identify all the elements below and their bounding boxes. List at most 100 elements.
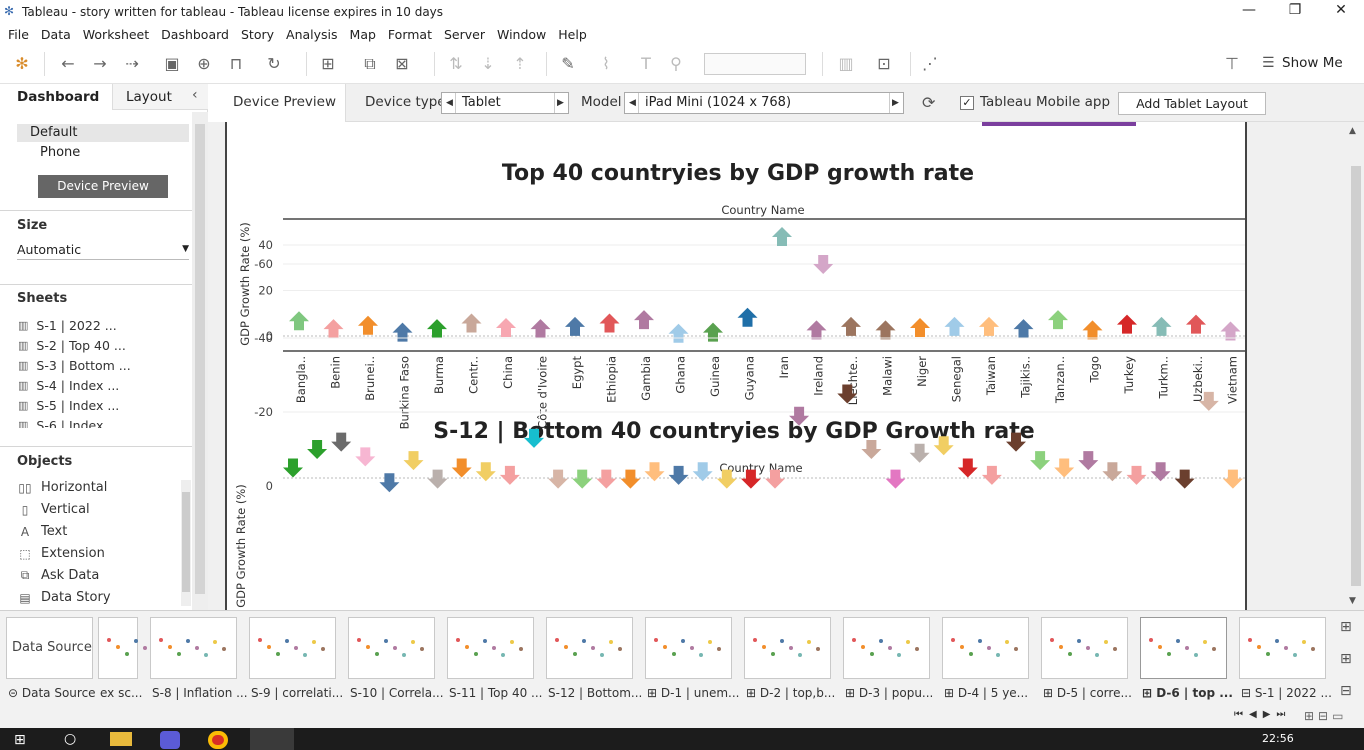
object-extension[interactable]: ⬚ Extension <box>18 546 105 561</box>
menu-server[interactable]: Server <box>443 26 485 42</box>
new-data-source-icon[interactable]: ⊕ <box>197 54 211 73</box>
save-icon[interactable]: ▣ <box>164 54 180 73</box>
sheet-tab-label[interactable]: ⊟ S-1 | 2022 ... <box>1241 686 1332 700</box>
sheet-thumbnail[interactable] <box>1041 617 1128 679</box>
presentation-mode-icon[interactable]: ⊡ <box>877 54 891 73</box>
next-arrow-icon[interactable]: ▶ <box>554 93 566 113</box>
rotate-device-icon[interactable]: ⟳ <box>922 93 936 112</box>
menu-data[interactable]: Data <box>40 26 71 42</box>
windows-start-icon[interactable]: ⊞ <box>14 732 26 748</box>
object-horizontal[interactable]: ▯▯ Horizontal <box>18 480 107 495</box>
paint-icon[interactable]: ⊤ <box>1225 54 1239 73</box>
sort-asc-icon[interactable]: ⇣ <box>481 54 495 73</box>
swap-icon[interactable]: ⇅ <box>449 54 463 73</box>
object-ask-data[interactable]: ⧉ Ask Data <box>18 568 100 583</box>
new-story-tab-icon[interactable]: ⊟ <box>1340 683 1352 699</box>
fix-axes-icon[interactable]: ⚲ <box>670 54 682 73</box>
sheet-item[interactable]: ▥ S-3 | Bottom ... <box>18 358 131 373</box>
app-icon[interactable] <box>160 731 180 749</box>
redo-icon[interactable]: → <box>93 54 107 73</box>
clear-sheet-icon[interactable]: ⊠ <box>395 54 409 73</box>
maximize-button[interactable]: ❐ <box>1288 2 1302 18</box>
sheet-thumbnail[interactable] <box>348 617 435 679</box>
sheet-item[interactable]: ▥ S-6 | Index ... <box>18 418 119 428</box>
menu-format[interactable]: Format <box>387 26 432 42</box>
sheet-item[interactable]: ▥ S-1 | 2022 ... <box>18 318 117 333</box>
canvas-scrollbar[interactable]: ▲ ▼ <box>1348 122 1364 610</box>
mobile-app-checkbox[interactable]: ✓ <box>960 96 974 110</box>
show-me-button[interactable]: Show Me <box>1282 55 1343 71</box>
prev-arrow-icon[interactable]: ◀ <box>444 93 456 113</box>
tableau-taskbar-item[interactable] <box>250 728 294 750</box>
replay-icon[interactable]: ⇢ <box>125 54 139 73</box>
sheet-tab-label[interactable]: ⊞ D-4 | 5 ye... <box>944 686 1029 700</box>
sheet-thumbnail[interactable] <box>744 617 831 679</box>
tab-dashboard[interactable]: Dashboard <box>0 84 112 110</box>
search-icon[interactable]: ○ <box>64 731 77 747</box>
layout-default[interactable]: Default <box>17 124 189 142</box>
collapse-panel-icon[interactable]: ‹ <box>192 87 198 103</box>
menu-map[interactable]: Map <box>349 26 376 42</box>
sheet-thumbnail[interactable]: Data Source <box>6 617 93 679</box>
show-cards-icon[interactable]: ▥ <box>838 54 854 73</box>
tab-layout[interactable]: Layout <box>112 84 208 110</box>
fit-dropdown[interactable] <box>704 53 806 75</box>
minimize-button[interactable]: — <box>1242 2 1256 18</box>
sheet-tab-label[interactable]: S-10 | Correla... <box>350 686 444 700</box>
tableau-start-icon[interactable]: ✻ <box>15 54 29 73</box>
menu-window[interactable]: Window <box>496 26 547 42</box>
layout-phone[interactable]: Phone <box>40 145 81 160</box>
add-tablet-layout-button[interactable]: Add Tablet Layout <box>1118 92 1266 115</box>
group-icon[interactable]: ⌇ <box>602 54 610 73</box>
file-explorer-icon[interactable] <box>110 732 132 746</box>
menu-analysis[interactable]: Analysis <box>286 26 338 42</box>
new-worksheet-icon[interactable]: ⊞ <box>321 54 335 73</box>
sheet-tab-label[interactable]: ex sc... <box>100 686 143 700</box>
close-button[interactable]: ✕ <box>1335 2 1347 18</box>
model-select[interactable]: ◀ iPad Mini (1024 x 768) ▶ <box>624 92 904 114</box>
sheet-tab-label[interactable]: S-8 | Inflation ... <box>152 686 248 700</box>
share-icon[interactable]: ⋰ <box>922 54 938 73</box>
sheet-thumbnail[interactable] <box>150 617 237 679</box>
show-me-icon[interactable]: ☰ <box>1262 55 1275 71</box>
next-arrow-icon[interactable]: ▶ <box>889 93 901 113</box>
new-worksheet-tab-icon[interactable]: ⊞ <box>1340 619 1352 635</box>
sheet-item[interactable]: ▥ S-2 | Top 40 ... <box>18 338 126 353</box>
sheet-tab-label[interactable]: ⊞ D-3 | popu... <box>845 686 934 700</box>
menu-story[interactable]: Story <box>240 26 275 42</box>
highlight-icon[interactable]: ✎ <box>561 54 575 73</box>
sheet-thumbnail[interactable] <box>249 617 336 679</box>
sort-desc-icon[interactable]: ⇡ <box>513 54 527 73</box>
new-dashboard-tab-icon[interactable]: ⊞ <box>1340 651 1352 667</box>
sheet-tab-label[interactable]: S-9 | correlati... <box>251 686 344 700</box>
panel-scrollbar[interactable] <box>192 112 208 610</box>
object-data-story[interactable]: ▤ Data Story <box>18 590 110 605</box>
object-vertical[interactable]: ▯ Vertical <box>18 502 90 517</box>
sheet-item[interactable]: ▥ S-4 | Index ... <box>18 378 119 393</box>
duplicate-icon[interactable]: ⧉ <box>364 54 376 73</box>
sheet-thumbnail[interactable] <box>942 617 1029 679</box>
sheet-tab-label[interactable]: ⊞ D-2 | top,b... <box>746 686 836 700</box>
prev-arrow-icon[interactable]: ◀ <box>627 93 639 113</box>
sheet-tab-label[interactable]: S-11 | Top 40 ... <box>449 686 543 700</box>
sheet-thumbnail[interactable] <box>1239 617 1326 679</box>
sheet-thumbnail[interactable] <box>1140 617 1227 679</box>
sheet-tab-label[interactable]: S-12 | Bottom... <box>548 686 643 700</box>
device-preview-button[interactable]: Device Preview <box>38 175 168 198</box>
size-dropdown[interactable]: Automatic ▼ <box>17 242 189 260</box>
chrome-icon[interactable] <box>208 731 228 749</box>
sheet-tab-label[interactable]: ⊞ D-1 | unem... <box>647 686 740 700</box>
sheet-item[interactable]: ▥ S-5 | Index ... <box>18 398 119 413</box>
objects-scrollbar[interactable] <box>181 480 191 606</box>
menu-file[interactable]: File <box>8 26 29 42</box>
undo-icon[interactable]: ← <box>61 54 75 73</box>
sheet-tab-label[interactable]: ⊝ Data Source <box>8 686 96 700</box>
object-text[interactable]: A Text <box>18 524 67 539</box>
sheet-thumbnail[interactable] <box>447 617 534 679</box>
view-mode-icons[interactable]: ⊞⊟▭ <box>1304 709 1348 723</box>
sheet-thumbnail[interactable] <box>546 617 633 679</box>
tab-nav-arrows-icon[interactable]: ⏮◀▶⏭ <box>1234 709 1292 720</box>
sheet-thumbnail[interactable] <box>645 617 732 679</box>
sheet-tab-label[interactable]: ⊞ D-5 | corre... <box>1043 686 1132 700</box>
sheet-thumbnail[interactable] <box>98 617 174 679</box>
